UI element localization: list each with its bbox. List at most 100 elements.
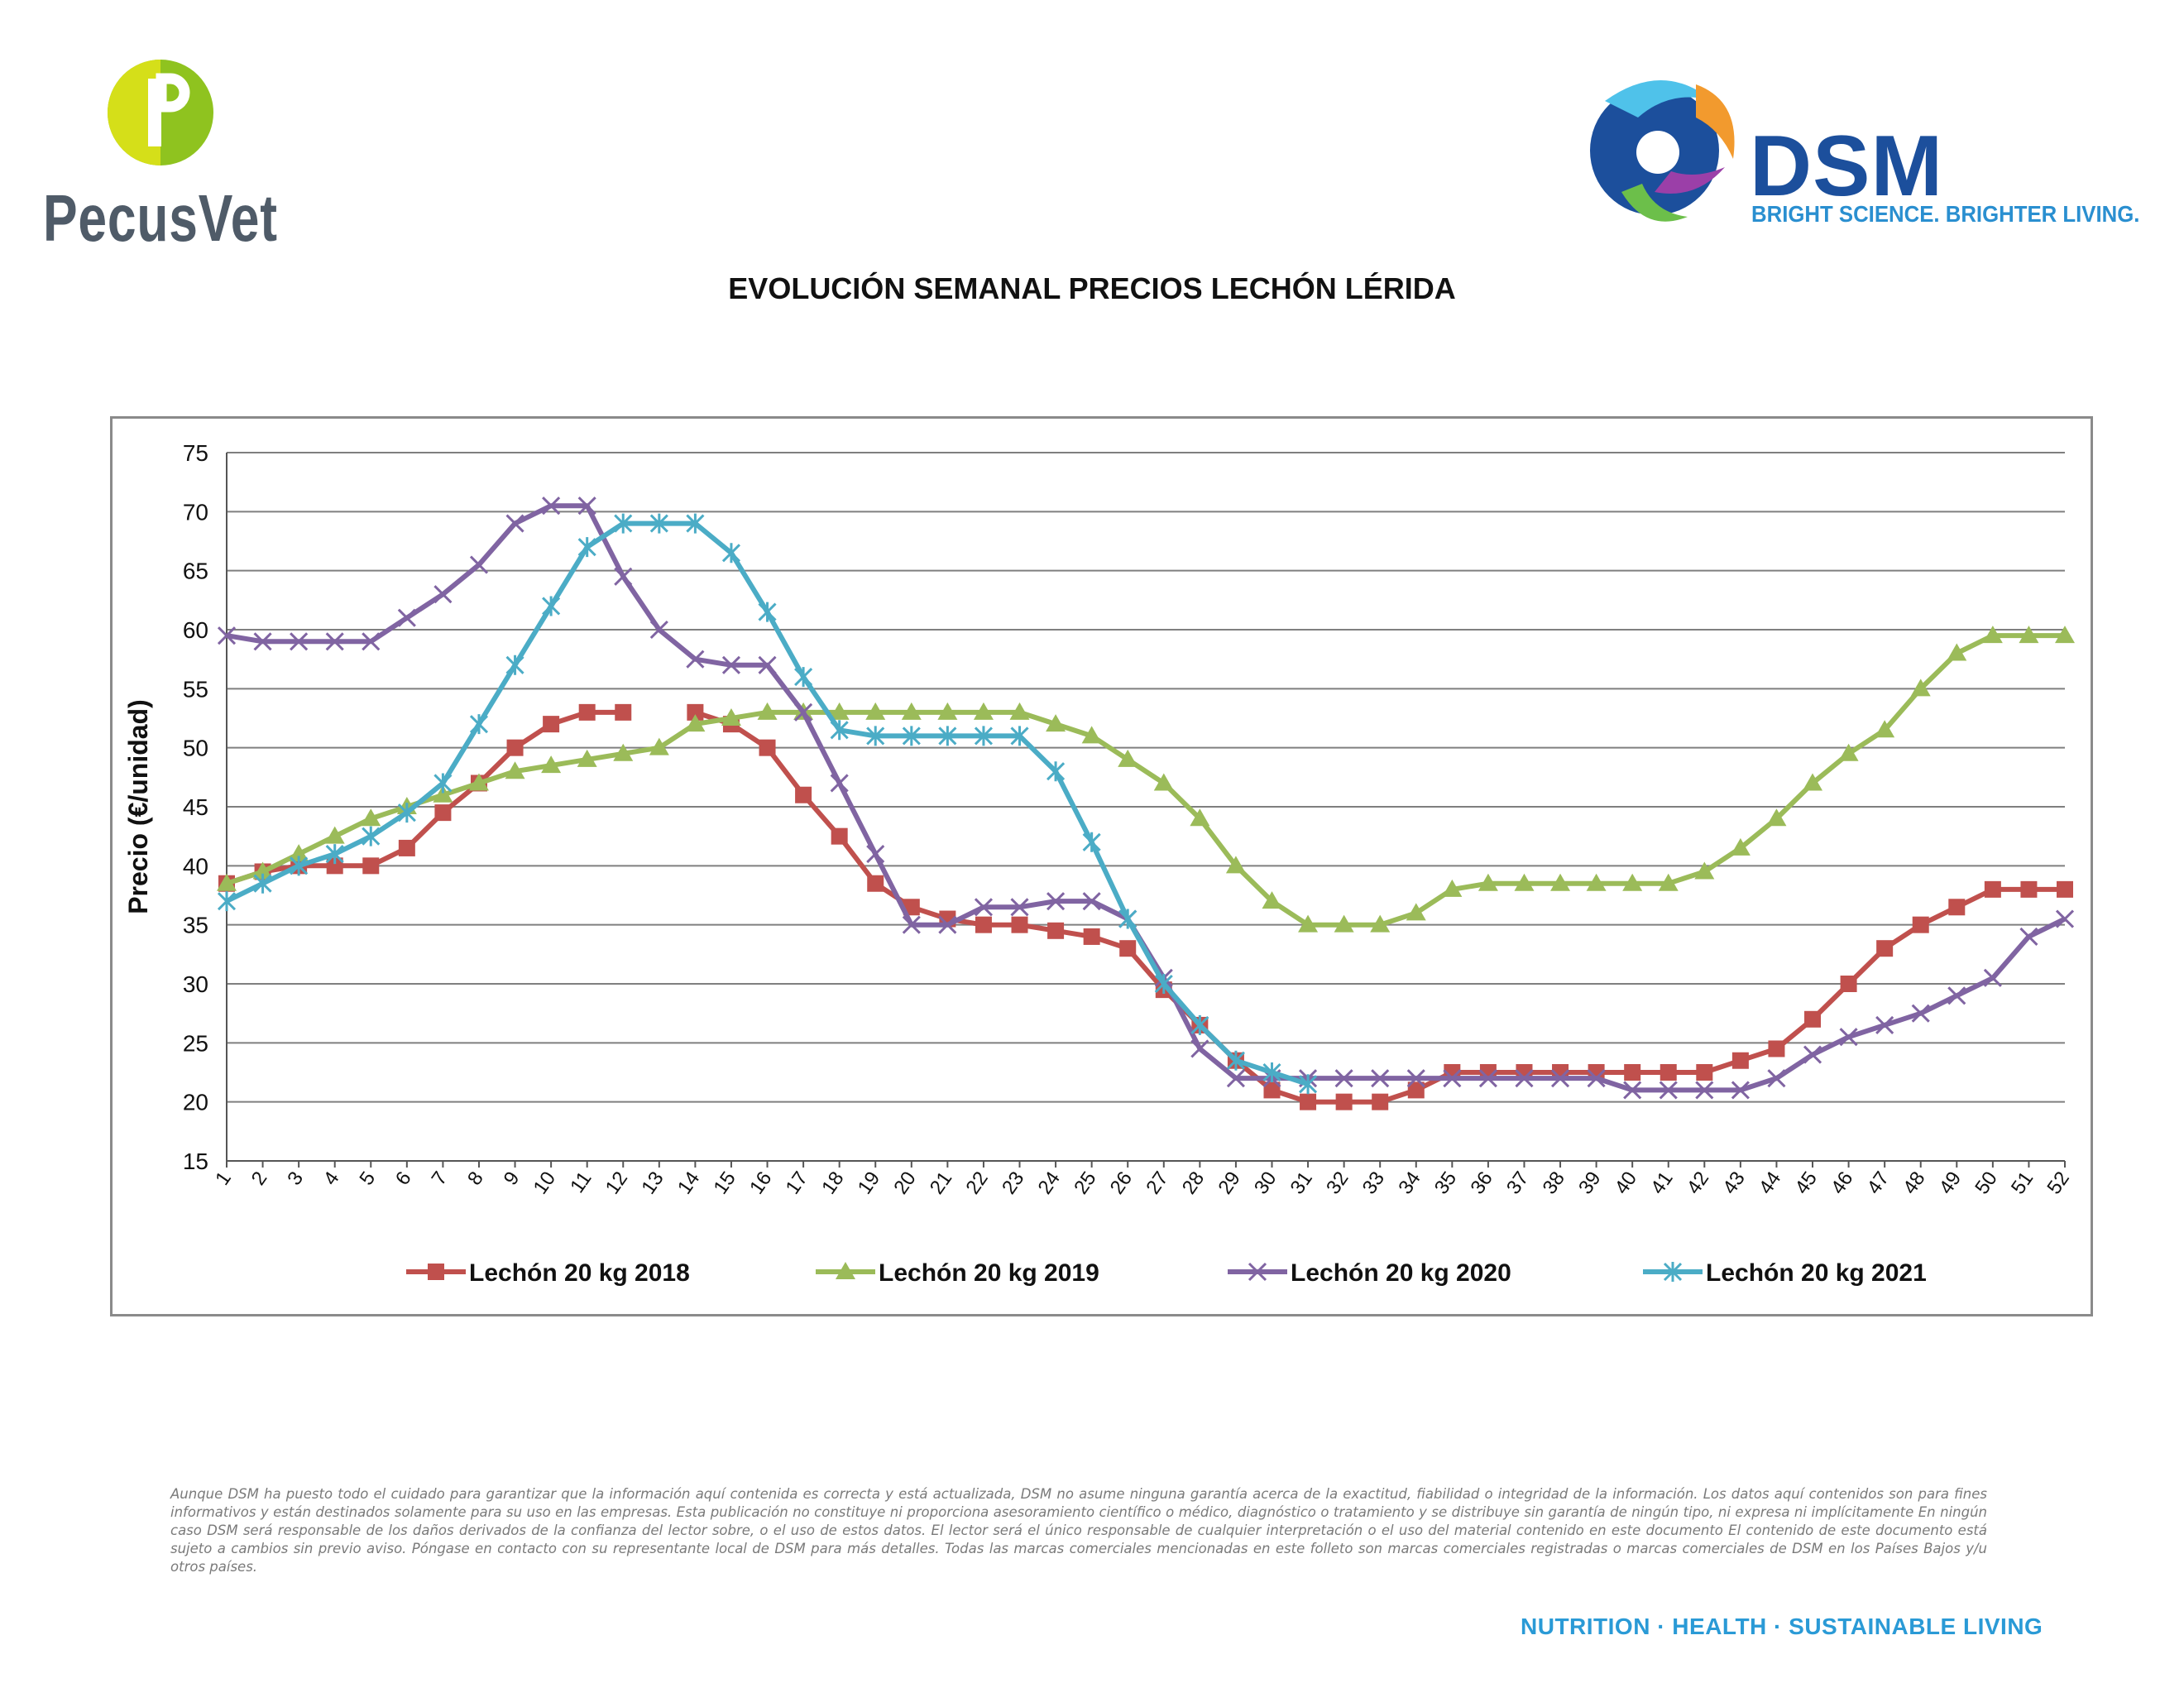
- point-marker: [1876, 940, 1894, 957]
- point-marker: [974, 898, 994, 917]
- x-tick-label: 37: [1502, 1168, 1533, 1198]
- point-marker: [397, 803, 416, 823]
- y-tick-label: 50: [183, 736, 208, 761]
- x-tick-label: 4: [319, 1168, 344, 1189]
- point-marker: [1082, 832, 1101, 852]
- point-marker: [649, 737, 669, 755]
- point-marker: [1623, 1081, 1642, 1100]
- point-marker: [1407, 1081, 1425, 1099]
- x-tick-label: 13: [637, 1168, 668, 1198]
- x-tick-label: 27: [1142, 1168, 1172, 1198]
- point-marker: [428, 1264, 444, 1280]
- series-line: [226, 633, 2065, 928]
- point-marker: [577, 537, 596, 558]
- point-marker: [362, 826, 381, 846]
- x-tick-label: 32: [1322, 1168, 1353, 1198]
- x-tick-label: 20: [889, 1168, 920, 1198]
- x-tick-label: 21: [926, 1168, 956, 1198]
- x-tick-label: 23: [998, 1168, 1028, 1198]
- x-tick-label: 3: [283, 1168, 308, 1189]
- x-tick-label: 29: [1214, 1168, 1244, 1198]
- point-marker: [1263, 1081, 1281, 1099]
- point-marker: [1803, 773, 1823, 791]
- point-marker: [505, 514, 524, 533]
- pecusvet-logo-left-half: [108, 60, 160, 165]
- legend-label: Lechón 20 kg 2020: [1291, 1259, 1511, 1287]
- x-tick-label: 43: [1718, 1168, 1749, 1198]
- point-marker: [542, 596, 561, 616]
- point-marker: [1840, 976, 1857, 992]
- dsm-tagline: BRIGHT SCIENCE. BRIGHTER LIVING.: [1751, 201, 2140, 227]
- point-marker: [938, 726, 957, 746]
- point-marker: [541, 755, 562, 774]
- point-marker: [578, 703, 596, 721]
- y-axis-title: Precio (€/unidad): [123, 699, 153, 914]
- point-marker: [1248, 1262, 1267, 1282]
- point-marker: [613, 743, 634, 761]
- point-marker: [469, 555, 489, 574]
- x-tick-label: 9: [500, 1168, 524, 1189]
- point-marker: [289, 844, 309, 862]
- x-tick-label: 1: [211, 1168, 236, 1189]
- chart-frame: 15 20 25 30 35 40 45 50 55 60 65 70 75 1 2 3 4 5 6 7 8 9 10 11 1…: [110, 416, 2093, 1316]
- x-tick-label: 22: [961, 1168, 992, 1198]
- point-marker: [1550, 873, 1571, 891]
- point-marker: [1875, 720, 1895, 738]
- point-marker: [325, 632, 344, 651]
- point-marker: [468, 773, 489, 791]
- dsm-swirl-purple: [1655, 167, 1725, 194]
- y-tick-label: 55: [183, 676, 208, 702]
- point-marker: [1911, 1004, 1930, 1023]
- x-tick-label: 15: [709, 1168, 740, 1198]
- point-marker: [217, 873, 237, 891]
- point-marker: [836, 1262, 855, 1279]
- point-marker: [1226, 1069, 1245, 1088]
- x-tick-label: 8: [463, 1168, 488, 1189]
- point-marker: [217, 891, 237, 912]
- x-tick-label: 14: [673, 1168, 704, 1198]
- point-marker: [1982, 626, 2003, 644]
- point-marker: [1731, 1052, 1749, 1069]
- point-marker: [1766, 808, 1787, 827]
- series-line: [226, 503, 2067, 1093]
- footer-slogan: NUTRITION · HEALTH · SUSTAINABLE LIVING: [1521, 1614, 2043, 1639]
- dsm-wordmark: DSM: [1750, 118, 1944, 214]
- point-marker: [974, 726, 994, 746]
- point-marker: [1047, 922, 1065, 939]
- point-marker: [1371, 1069, 1390, 1088]
- x-tick-label: 31: [1286, 1168, 1317, 1198]
- point-marker: [649, 513, 668, 534]
- point-marker: [1118, 909, 1138, 929]
- point-marker: [867, 875, 884, 892]
- point-marker: [903, 899, 920, 916]
- point-marker: [433, 784, 453, 803]
- point-marker: [1550, 1069, 1570, 1088]
- x-tick-label: 16: [745, 1168, 776, 1198]
- point-marker: [1767, 1069, 1786, 1088]
- point-marker: [1912, 916, 1929, 933]
- point-marker: [1663, 1262, 1683, 1282]
- point-marker: [2055, 909, 2075, 928]
- point-marker: [614, 567, 633, 586]
- point-marker: [361, 808, 381, 827]
- x-tick-label: 36: [1466, 1168, 1497, 1198]
- x-tick-label: 17: [782, 1168, 812, 1198]
- x-tick-label: 34: [1394, 1168, 1425, 1198]
- point-marker: [1586, 873, 1607, 891]
- point-marker: [975, 916, 992, 933]
- point-marker: [687, 703, 704, 721]
- point-marker: [505, 655, 524, 675]
- point-marker: [721, 708, 741, 726]
- point-marker: [1587, 1069, 1606, 1088]
- point-marker: [1875, 1015, 1894, 1034]
- pecusvet-logo: [108, 60, 213, 165]
- point-marker: [1730, 837, 1751, 856]
- x-tick-label: 33: [1358, 1168, 1389, 1198]
- x-tick-label: 7: [428, 1168, 453, 1189]
- point-marker: [469, 714, 489, 735]
- point-marker: [1406, 1069, 1425, 1088]
- x-tick-label: 10: [529, 1168, 560, 1198]
- point-marker: [1300, 1093, 1317, 1110]
- point-marker: [1514, 873, 1535, 891]
- legend-label: Lechón 20 kg 2021: [1706, 1259, 1927, 1287]
